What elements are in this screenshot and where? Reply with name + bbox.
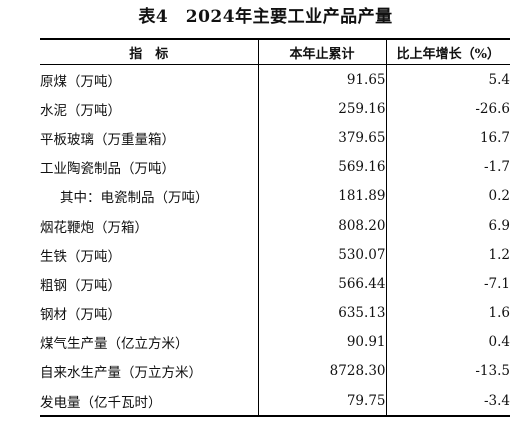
table-row: 原煤（万吨） 91.65 5.4 (40, 64, 510, 95)
table-row: 其中：电瓷制品（万吨） 181.89 0.2 (40, 181, 510, 211)
row-amount: 8728.30 (257, 356, 386, 387)
table-row: 烟花鞭炮（万箱） 808.20 6.9 (40, 210, 510, 241)
row-amount: 808.20 (257, 210, 386, 241)
row-name: 原煤（万吨） (40, 73, 121, 90)
row-name: 烟花鞭炮（万箱） (40, 219, 148, 236)
row-growth: 16.7 (385, 123, 510, 153)
row-amount: 530.07 (257, 240, 386, 270)
row-amount: 635.13 (257, 298, 386, 328)
table-row: 粗钢（万吨） 566.44 -7.1 (40, 269, 510, 299)
header-amount: 本年止累计 (257, 39, 386, 65)
row-amount: 379.65 (257, 123, 386, 153)
row-name: 钢材（万吨） (40, 307, 121, 324)
row-name: 水泥（万吨） (40, 102, 121, 119)
header-indicator: 指 标 (40, 39, 258, 65)
row-growth: 1.6 (385, 298, 510, 328)
row-growth: -3.4 (385, 386, 510, 417)
row-amount: 181.89 (257, 181, 386, 211)
row-amount: 259.16 (257, 94, 386, 124)
table-row: 水泥（万吨） 259.16 -26.6 (40, 94, 510, 124)
table-row: 煤气生产量（亿立方米） 90.91 0.4 (40, 327, 510, 357)
row-amount: 90.91 (257, 327, 386, 357)
row-name: 粗钢（万吨） (40, 277, 121, 294)
table-title: 表4 2024年主要工业产品产量 (138, 7, 393, 27)
row-name: 发电量（亿千瓦时） (40, 394, 162, 411)
row-growth: -1.7 (385, 152, 510, 182)
table-row: 平板玻璃（万重量箱） 379.65 16.7 (40, 123, 510, 153)
row-amount: 566.44 (257, 269, 386, 299)
row-name: 平板玻璃（万重量箱） (40, 131, 175, 148)
row-amount: 569.16 (257, 152, 386, 182)
header-row: 指 标 本年止累计 比上年增长（%） (40, 39, 510, 65)
row-growth: 1.2 (385, 240, 510, 270)
row-growth: 5.4 (385, 64, 510, 95)
row-name: 其中：电瓷制品（万吨） (60, 190, 209, 207)
header-growth: 比上年增长（%） (385, 39, 510, 65)
table-row: 发电量（亿千瓦时） 79.75 -3.4 (40, 386, 510, 417)
row-growth: -26.6 (385, 94, 510, 124)
row-growth: -7.1 (385, 269, 510, 299)
row-growth: -13.5 (385, 356, 510, 387)
row-name: 生铁（万吨） (40, 248, 121, 265)
row-growth: 0.2 (385, 181, 510, 211)
table-row: 自来水生产量（万立方米） 8728.30 -13.5 (40, 356, 510, 387)
row-amount: 91.65 (257, 64, 386, 95)
row-name: 煤气生产量（亿立方米） (40, 336, 189, 353)
table-row: 生铁（万吨） 530.07 1.2 (40, 240, 510, 270)
row-name: 工业陶瓷制品（万吨） (40, 161, 175, 178)
row-amount: 79.75 (257, 386, 386, 417)
table-row: 钢材（万吨） 635.13 1.6 (40, 298, 510, 328)
row-name: 自来水生产量（万立方米） (40, 365, 202, 382)
production-table: 指 标 本年止累计 比上年增长（%） 原煤（万吨） 91.65 5.4 水泥（万… (40, 38, 510, 418)
row-growth: 0.4 (385, 327, 510, 357)
row-growth: 6.9 (385, 210, 510, 241)
table-row: 工业陶瓷制品（万吨） 569.16 -1.7 (40, 152, 510, 182)
